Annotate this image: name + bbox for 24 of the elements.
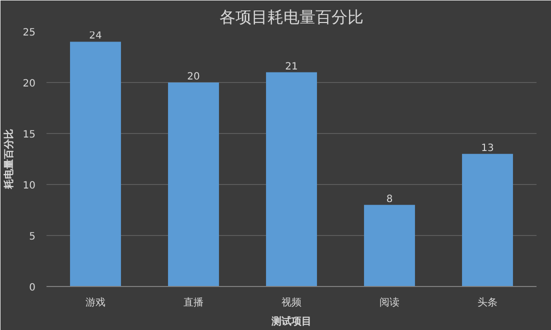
x-tick-label: 阅读 bbox=[380, 296, 400, 308]
y-tick-label: 0 bbox=[29, 282, 36, 294]
data-label: 24 bbox=[89, 30, 102, 42]
y-tick-label: 20 bbox=[22, 78, 36, 90]
bar bbox=[168, 82, 219, 286]
data-label: 21 bbox=[285, 61, 298, 72]
bar bbox=[266, 72, 317, 286]
x-tick-label: 游戏 bbox=[86, 296, 106, 308]
data-label: 13 bbox=[481, 142, 494, 154]
bar bbox=[70, 42, 121, 286]
y-axis-title: 耗电量百分比 bbox=[2, 129, 15, 190]
y-tick-label: 5 bbox=[29, 232, 36, 242]
x-axis-title: 测试项目 bbox=[270, 316, 312, 328]
bar bbox=[462, 154, 513, 286]
y-tick-label: 25 bbox=[22, 28, 36, 38]
y-tick-label: 15 bbox=[22, 130, 36, 140]
data-label: 20 bbox=[187, 72, 200, 82]
x-tick-label: 直播 bbox=[184, 296, 204, 308]
data-label: 8 bbox=[386, 194, 393, 205]
bar bbox=[364, 204, 415, 286]
y-tick-label: 10 bbox=[22, 180, 36, 192]
x-tick-label: 头条 bbox=[478, 296, 498, 308]
chart-title: 各项目耗电量百分比 bbox=[220, 8, 364, 26]
x-tick-label: 视频 bbox=[282, 296, 302, 308]
